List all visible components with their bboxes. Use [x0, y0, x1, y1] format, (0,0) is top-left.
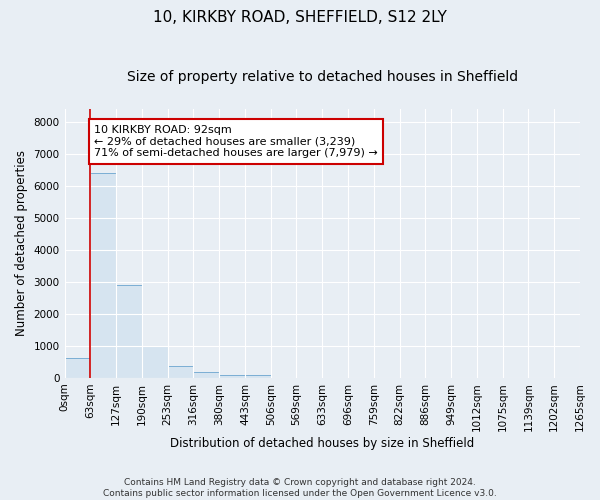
- Text: 10, KIRKBY ROAD, SHEFFIELD, S12 2LY: 10, KIRKBY ROAD, SHEFFIELD, S12 2LY: [153, 10, 447, 25]
- Bar: [245, 376, 271, 378]
- Title: Size of property relative to detached houses in Sheffield: Size of property relative to detached ho…: [127, 70, 518, 84]
- Text: 10 KIRKBY ROAD: 92sqm
← 29% of detached houses are smaller (3,239)
71% of semi-d: 10 KIRKBY ROAD: 92sqm ← 29% of detached …: [94, 125, 378, 158]
- Bar: [65, 358, 91, 378]
- Bar: [116, 285, 142, 378]
- Bar: [219, 374, 245, 378]
- Bar: [142, 346, 167, 378]
- X-axis label: Distribution of detached houses by size in Sheffield: Distribution of detached houses by size …: [170, 437, 475, 450]
- Bar: [91, 173, 116, 378]
- Bar: [193, 372, 219, 378]
- Text: Contains HM Land Registry data © Crown copyright and database right 2024.
Contai: Contains HM Land Registry data © Crown c…: [103, 478, 497, 498]
- Y-axis label: Number of detached properties: Number of detached properties: [15, 150, 28, 336]
- Bar: [167, 366, 193, 378]
